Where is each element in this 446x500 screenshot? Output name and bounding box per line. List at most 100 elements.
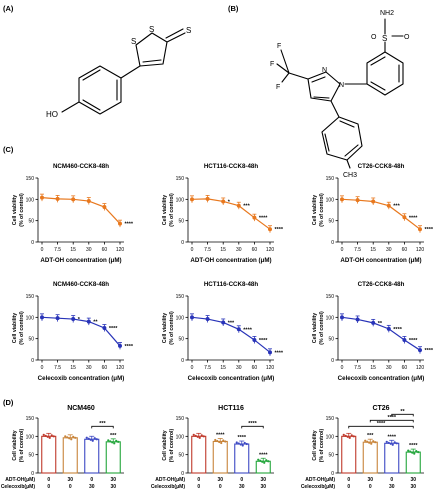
y-tick-label: 150 bbox=[26, 176, 35, 182]
y-axis-label: Cell viability bbox=[162, 313, 168, 343]
chart-title: HCT116-CCK8-48h bbox=[204, 281, 259, 288]
replicate-dot bbox=[196, 435, 199, 438]
chart-title: CT26-CCK8-48h bbox=[358, 281, 405, 288]
bond-pyrazole-to-cf3 bbox=[288, 72, 309, 80]
atom-n1: N bbox=[339, 82, 344, 89]
atom-s: S bbox=[382, 34, 387, 43]
replicate-dot bbox=[415, 450, 418, 453]
y-axis-label-unit: (% of control) bbox=[19, 429, 25, 463]
replicate-dot bbox=[64, 435, 67, 438]
replicate-dot bbox=[370, 442, 373, 445]
replicate-dot bbox=[74, 436, 77, 439]
data-point bbox=[236, 203, 241, 208]
panel-label-d: (D) bbox=[3, 398, 14, 407]
y-axis-label-unit: (% of control) bbox=[169, 311, 175, 345]
x-tick-label: 15 bbox=[370, 365, 376, 371]
chart-title: NCM460-CCK8-48h bbox=[53, 163, 109, 170]
x-tick-label: 30 bbox=[86, 247, 92, 253]
y-tick-label: 0 bbox=[181, 240, 184, 246]
x-axis-label: ADT-OH concentration (μM) bbox=[40, 257, 121, 264]
data-point bbox=[386, 326, 391, 331]
atom-ho: HO bbox=[46, 110, 58, 119]
row-label-adt-oh: ADT-OH(μM) bbox=[5, 477, 35, 483]
x-tick-label: 0 bbox=[341, 247, 344, 253]
replicate-dot bbox=[50, 434, 53, 437]
bar bbox=[384, 442, 400, 474]
x-tick-label: 60 bbox=[252, 365, 258, 371]
bond-pyrazole-to-tolyl bbox=[330, 100, 340, 118]
data-point bbox=[86, 319, 91, 324]
replicate-dot bbox=[385, 440, 388, 443]
bar bbox=[62, 437, 78, 474]
condition-value: 30 bbox=[260, 477, 266, 483]
replicate-dot bbox=[216, 439, 219, 443]
data-point bbox=[55, 196, 60, 201]
bar-significance-label: **** bbox=[216, 432, 225, 438]
y-tick-label: 50 bbox=[178, 453, 184, 459]
atom-o2: O bbox=[371, 34, 377, 41]
atom-s1: S bbox=[131, 37, 136, 46]
x-tick-label: 60 bbox=[102, 365, 108, 371]
row-label-celecoxib: Celecoxib(μM) bbox=[151, 484, 186, 490]
y-tick-label: 100 bbox=[176, 315, 185, 321]
condition-value: 30 bbox=[260, 484, 266, 490]
y-tick-label: 100 bbox=[326, 434, 335, 440]
data-point bbox=[190, 315, 194, 320]
significance-label: **** bbox=[275, 350, 284, 356]
y-axis-label: Cell viability bbox=[312, 195, 318, 225]
y-tick-label: 0 bbox=[31, 358, 34, 364]
x-tick-label: 120 bbox=[416, 247, 425, 253]
y-tick-label: 50 bbox=[328, 453, 334, 459]
benzene-ring-b2-double-bonds bbox=[324, 120, 359, 157]
x-tick-label: 15 bbox=[220, 365, 226, 371]
x-tick-label: 7.5 bbox=[204, 365, 211, 371]
atom-n2: N bbox=[322, 67, 327, 74]
y-tick-label: 150 bbox=[26, 294, 35, 300]
replicate-dot bbox=[111, 441, 114, 444]
x-tick-label: 120 bbox=[116, 365, 125, 371]
significance-label: *** bbox=[393, 204, 400, 210]
data-point bbox=[102, 205, 107, 210]
x-tick-label: 30 bbox=[86, 365, 92, 371]
replicate-dot bbox=[194, 434, 197, 437]
replicate-dot bbox=[117, 440, 120, 443]
y-tick-label: 50 bbox=[328, 219, 334, 225]
condition-value: 30 bbox=[367, 477, 373, 483]
y-tick-label: 150 bbox=[176, 176, 185, 182]
replicate-dot bbox=[68, 437, 71, 440]
condition-value: 0 bbox=[347, 477, 350, 483]
x-tick-label: 15 bbox=[370, 247, 376, 253]
y-axis-label-unit: (% of control) bbox=[169, 193, 175, 227]
y-axis-label: Cell viability bbox=[312, 313, 318, 343]
significance-label: **** bbox=[259, 338, 268, 344]
bar bbox=[234, 443, 250, 474]
bar bbox=[341, 435, 357, 474]
panel-label-a: (A) bbox=[3, 4, 14, 13]
benzene-ring-a bbox=[78, 65, 122, 115]
x-axis-label: Celecoxib concentration (μM) bbox=[38, 375, 125, 382]
cf3-bonds bbox=[276, 49, 290, 83]
replicate-dot bbox=[342, 433, 345, 436]
chart-title: HCT116 bbox=[218, 405, 244, 412]
y-tick-label: 0 bbox=[331, 240, 334, 246]
condition-value: 30 bbox=[67, 477, 73, 483]
x-axis-label: ADT-OH concentration (μM) bbox=[190, 257, 271, 264]
y-tick-label: 50 bbox=[28, 453, 34, 459]
series-line bbox=[341, 198, 421, 230]
condition-value: 0 bbox=[390, 477, 393, 483]
data-point bbox=[190, 197, 194, 202]
dithiole-double-bond bbox=[142, 59, 162, 63]
y-axis-label-unit: (% of control) bbox=[319, 429, 325, 463]
condition-value: 0 bbox=[219, 484, 222, 490]
replicate-dot bbox=[241, 444, 244, 447]
significance-bracket bbox=[91, 425, 114, 429]
replicate-dot bbox=[192, 433, 195, 436]
data-point bbox=[402, 337, 407, 342]
x-tick-label: 120 bbox=[116, 247, 125, 253]
significance-label: * bbox=[78, 317, 81, 323]
replicate-dot bbox=[389, 442, 392, 445]
pyrazole-double-bonds bbox=[311, 76, 330, 99]
data-point bbox=[55, 316, 60, 321]
bar bbox=[362, 441, 378, 474]
